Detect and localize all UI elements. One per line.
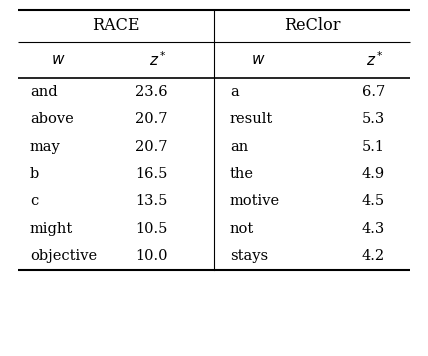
Text: 4.3: 4.3: [362, 222, 385, 236]
Text: not: not: [230, 222, 254, 236]
Text: 10.0: 10.0: [136, 249, 168, 263]
Text: $w$: $w$: [251, 53, 265, 67]
Text: 4.9: 4.9: [362, 167, 385, 181]
Text: 5.3: 5.3: [362, 112, 385, 126]
Text: 10.5: 10.5: [136, 222, 168, 236]
Text: 5.1: 5.1: [362, 140, 385, 153]
Text: ReClor: ReClor: [284, 17, 340, 35]
Text: stays: stays: [230, 249, 268, 263]
Text: 23.6: 23.6: [135, 85, 168, 99]
Text: result: result: [230, 112, 273, 126]
Text: 16.5: 16.5: [136, 167, 168, 181]
Text: c: c: [30, 194, 38, 208]
Text: a: a: [230, 85, 239, 99]
Text: 20.7: 20.7: [136, 112, 168, 126]
Text: an: an: [230, 140, 248, 153]
Text: 13.5: 13.5: [136, 194, 168, 208]
Text: 4.5: 4.5: [362, 194, 385, 208]
Text: above: above: [30, 112, 74, 126]
Text: 4.2: 4.2: [362, 249, 385, 263]
Text: RACE: RACE: [92, 17, 140, 35]
Text: and: and: [30, 85, 58, 99]
Text: $w$: $w$: [51, 53, 65, 67]
Text: may: may: [30, 140, 61, 153]
Text: might: might: [30, 222, 73, 236]
Text: $z^*$: $z^*$: [149, 51, 167, 69]
Text: $z^*$: $z^*$: [366, 51, 384, 69]
Text: objective: objective: [30, 249, 97, 263]
Text: motive: motive: [230, 194, 280, 208]
Text: b: b: [30, 167, 39, 181]
Text: 6.7: 6.7: [362, 85, 385, 99]
Text: the: the: [230, 167, 254, 181]
Text: 20.7: 20.7: [136, 140, 168, 153]
